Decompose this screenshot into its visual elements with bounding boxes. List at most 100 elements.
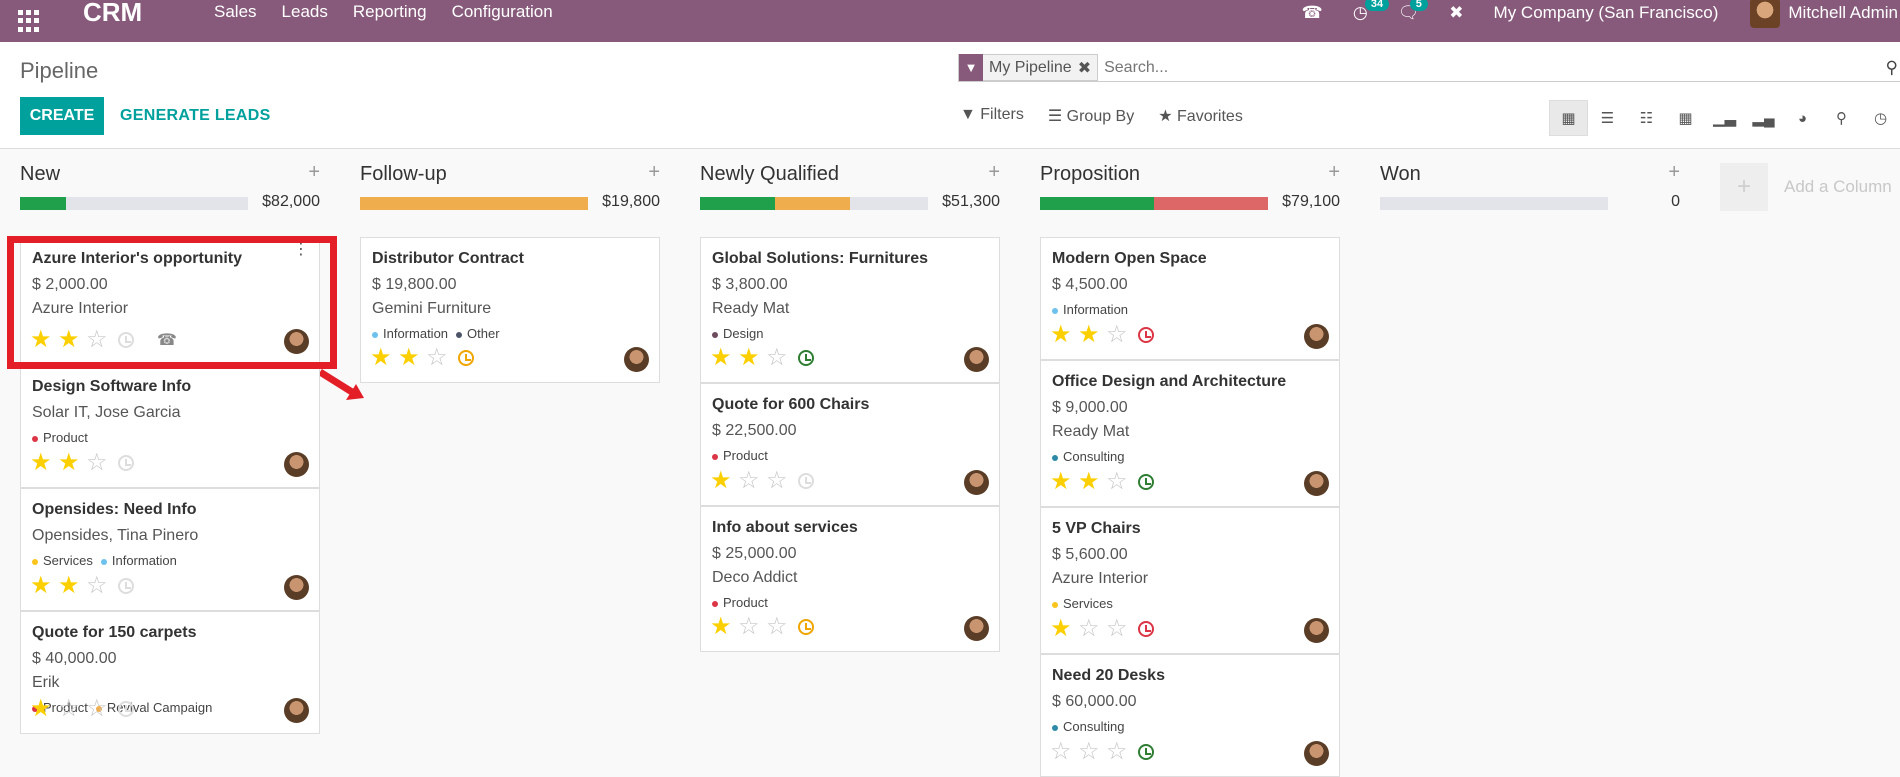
column-progress-bar[interactable] [1040, 197, 1268, 210]
activity-clock-icon[interactable] [798, 619, 814, 635]
quick-create-icon[interactable]: + [648, 161, 660, 183]
star-icon[interactable]: ☆ [86, 326, 108, 353]
cohort-icon[interactable]: ▂▄ [1752, 110, 1775, 127]
search-icon[interactable]: ⚲ [1885, 58, 1898, 77]
star-icon[interactable]: ★ [58, 572, 80, 599]
close-icon[interactable]: ✖ [1077, 59, 1092, 77]
menu-item-reporting[interactable]: Reporting [352, 2, 427, 21]
filters-button[interactable]: ▼ Filters [960, 106, 1024, 123]
progress-segment[interactable] [1154, 197, 1268, 210]
list-icon[interactable]: ☰ [1600, 110, 1615, 127]
star-icon[interactable]: ★ [1050, 615, 1072, 642]
star-icon[interactable]: ☆ [86, 572, 108, 599]
menu-item-sales[interactable]: Sales [214, 2, 257, 21]
star-icon[interactable]: ☆ [766, 344, 788, 371]
add-column[interactable]: + Add a Column [1720, 163, 1892, 211]
star-icon[interactable]: ★ [710, 344, 732, 371]
activity-clock-icon[interactable] [1138, 474, 1154, 490]
star-icon[interactable]: ☆ [766, 613, 788, 640]
star-icon[interactable]: ☆ [738, 467, 760, 494]
apps-grid-icon[interactable] [18, 10, 40, 32]
column-progress-bar[interactable] [360, 197, 588, 210]
star-icon[interactable]: ★ [1078, 468, 1100, 495]
dashboard-icon[interactable]: ◕ [1797, 109, 1808, 127]
star-icon[interactable]: ★ [58, 326, 80, 353]
map-icon[interactable]: ⚲ [1836, 110, 1847, 127]
user-menu[interactable]: Mitchell Admin [1750, 0, 1898, 28]
star-icon[interactable]: ★ [1050, 321, 1072, 348]
star-icon[interactable]: ★ [30, 449, 52, 476]
activity-clock-icon[interactable] [118, 701, 134, 717]
star-icon[interactable]: ★ [30, 326, 52, 353]
graph-icon[interactable]: ▁▃ [1712, 110, 1737, 127]
star-icon[interactable]: ★ [1050, 468, 1072, 495]
star-icon[interactable]: ☆ [86, 695, 108, 722]
star-icon[interactable]: ☆ [766, 467, 788, 494]
generate-leads-button[interactable]: GENERATE LEADS [120, 97, 271, 135]
star-icon[interactable]: ★ [738, 344, 760, 371]
quick-create-icon[interactable]: + [1668, 161, 1680, 183]
chat-icon[interactable]: 🗨 5 [1398, 0, 1428, 23]
add-call-icon[interactable]: ☎ [157, 332, 177, 349]
star-icon[interactable]: ☆ [1106, 321, 1128, 348]
star-icon[interactable]: ☆ [1106, 468, 1128, 495]
progress-segment[interactable] [360, 197, 588, 210]
star-icon[interactable]: ☆ [1078, 615, 1100, 642]
star-icon[interactable]: ☆ [426, 344, 448, 371]
activity-icon[interactable]: ◷ [1873, 110, 1888, 127]
activity-clock-icon[interactable] [118, 455, 134, 471]
tools-icon[interactable]: ✖ [1449, 3, 1464, 22]
progress-segment[interactable] [775, 197, 851, 210]
column-progress-bar[interactable] [20, 197, 248, 210]
lead-card[interactable]: Global Solutions: Furnitures $ 3,800.00 Re… [700, 237, 1000, 383]
pivot-icon[interactable]: ▦ [1678, 110, 1693, 127]
star-icon[interactable]: ★ [710, 467, 732, 494]
star-icon[interactable]: ★ [58, 449, 80, 476]
activity-clock-icon[interactable] [1138, 621, 1154, 637]
quick-create-icon[interactable]: + [1328, 161, 1340, 183]
star-icon[interactable]: ★ [1078, 321, 1100, 348]
activity-clock-icon[interactable]: ◷ 34 [1353, 0, 1390, 23]
search-input[interactable] [1104, 58, 1885, 77]
progress-segment[interactable] [20, 197, 66, 210]
star-icon[interactable]: ★ [30, 695, 52, 722]
activity-clock-icon[interactable] [118, 578, 134, 594]
lead-card[interactable]: Azure Interior's opportunity $ 2,000.00 Az… [20, 237, 320, 365]
star-icon[interactable]: ★ [710, 613, 732, 640]
menu-item-leads[interactable]: Leads [281, 2, 328, 21]
column-progress-bar[interactable] [700, 197, 928, 210]
group-by-button[interactable]: ☰ Group By [1047, 108, 1135, 125]
lead-card[interactable]: Modern Open Space $ 4,500.00 Information ★ ★… [1040, 237, 1340, 360]
lead-card[interactable]: Need 20 Desks $ 60,000.00 Consulting ☆ ☆ ☆ [1040, 654, 1340, 777]
activity-clock-icon[interactable] [1138, 327, 1154, 343]
kanban-icon[interactable]: ▦ [1549, 100, 1588, 136]
calendar-icon[interactable]: ☷ [1639, 110, 1654, 127]
progress-segment[interactable] [1040, 197, 1154, 210]
lead-card[interactable]: Design Software Info Solar IT, Jose Garci… [20, 365, 320, 488]
star-icon[interactable]: ☆ [86, 449, 108, 476]
star-icon[interactable]: ☆ [1050, 738, 1072, 765]
star-icon[interactable]: ☆ [1078, 738, 1100, 765]
star-icon[interactable]: ★ [30, 572, 52, 599]
quick-create-icon[interactable]: + [988, 161, 1000, 183]
app-brand[interactable]: CRM [83, 0, 143, 27]
star-icon[interactable]: ★ [370, 344, 392, 371]
company-switcher[interactable]: My Company (San Francisco) [1493, 3, 1719, 22]
activity-clock-icon[interactable] [458, 350, 474, 366]
lead-card[interactable]: Quote for 150 carpets $ 40,000.00 Erik Prod… [20, 611, 320, 734]
quick-create-icon[interactable]: + [308, 161, 320, 183]
star-icon[interactable]: ☆ [738, 613, 760, 640]
star-icon[interactable]: ☆ [1106, 615, 1128, 642]
column-progress-bar[interactable] [1380, 197, 1608, 210]
lead-card[interactable]: Info about services $ 25,000.00 Deco Addic… [700, 506, 1000, 652]
card-menu-icon[interactable]: ⋮ [293, 241, 309, 258]
menu-item-configuration[interactable]: Configuration [451, 2, 553, 21]
create-button[interactable]: CREATE [20, 97, 104, 135]
activity-clock-icon[interactable] [798, 350, 814, 366]
lead-card[interactable]: Opensides: Need Info Opensides, Tina Pine… [20, 488, 320, 611]
star-icon[interactable]: ☆ [1106, 738, 1128, 765]
star-icon[interactable]: ★ [398, 344, 420, 371]
activity-clock-icon[interactable] [1138, 744, 1154, 760]
lead-card[interactable]: Quote for 600 Chairs $ 22,500.00 Product ★ ☆… [700, 383, 1000, 506]
favorites-button[interactable]: ★ Favorites [1158, 108, 1243, 125]
